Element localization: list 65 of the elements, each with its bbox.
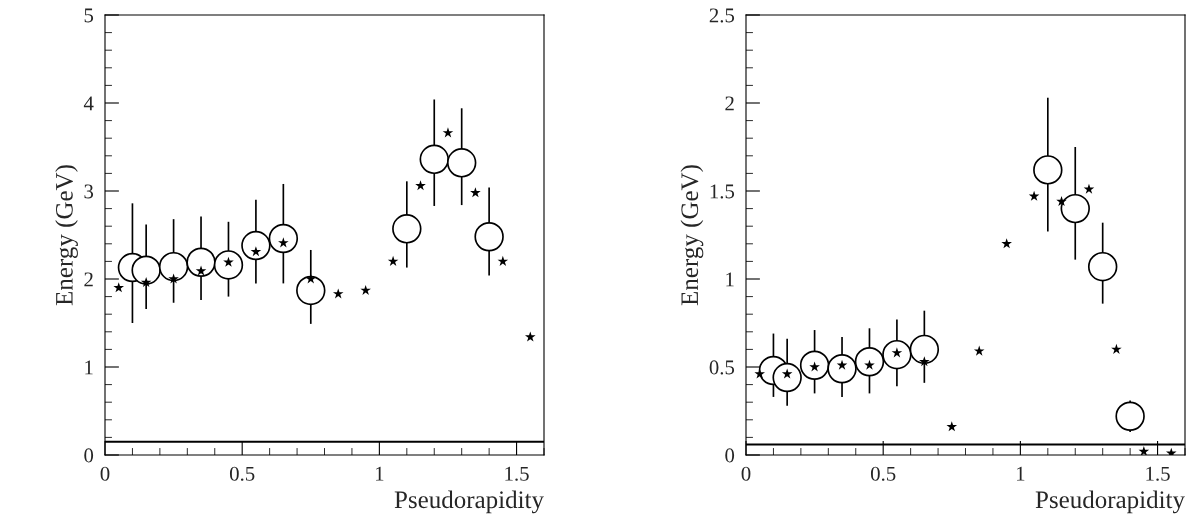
- y-tick-label: 2: [84, 272, 93, 287]
- point: [419, 144, 449, 175]
- y-tick-label: 2.5: [709, 8, 735, 23]
- point: [113, 282, 124, 293]
- point: [799, 350, 830, 380]
- x-axis-title: Pseudorapidity: [394, 490, 544, 514]
- point: [827, 354, 857, 384]
- point: [946, 421, 958, 432]
- x-tick-label: 0.5: [229, 466, 255, 481]
- point: [882, 339, 912, 370]
- y-tick-label: 0: [84, 448, 94, 463]
- y-axis-title: Energy (GeV): [680, 165, 704, 306]
- point: [446, 148, 477, 178]
- x-tick-label: 1.5: [505, 466, 529, 481]
- point: [1001, 238, 1012, 249]
- point: [1056, 196, 1067, 207]
- x-tick-label: 1: [1017, 466, 1025, 481]
- point: [131, 255, 161, 285]
- point: [470, 187, 481, 198]
- point: [392, 214, 422, 244]
- y-tick-label: 1.5: [710, 184, 735, 199]
- point: [158, 251, 189, 282]
- point: [415, 180, 426, 191]
- point: [919, 356, 930, 367]
- y-tick-label: 2: [725, 96, 734, 111]
- point: [195, 265, 207, 276]
- point: [168, 273, 179, 284]
- point: [387, 255, 399, 266]
- point: [442, 127, 454, 138]
- y-tick-label: 5: [84, 8, 94, 23]
- point: [525, 331, 536, 342]
- point: [1166, 447, 1177, 455]
- point: [474, 222, 504, 252]
- point: [213, 250, 244, 280]
- point: [241, 230, 271, 261]
- point: [1138, 445, 1150, 455]
- point: [909, 334, 940, 365]
- y-tick-label: 1: [85, 360, 93, 375]
- y-tick-label: 4: [83, 96, 94, 111]
- x-tick-label: 1: [376, 466, 384, 481]
- y-tick-label: 0.5: [709, 360, 735, 375]
- x-tick-label: 0.5: [870, 466, 896, 481]
- x-tick-label: 0: [741, 466, 751, 481]
- x-tick-label: 0: [100, 466, 110, 481]
- x-tick-label: 1.5: [1146, 466, 1170, 481]
- point: [772, 362, 802, 393]
- point: [140, 276, 152, 288]
- point: [1115, 401, 1145, 432]
- point: [360, 284, 371, 295]
- point: [854, 346, 885, 377]
- point: [1087, 251, 1118, 282]
- point: [296, 275, 326, 306]
- point: [186, 247, 216, 278]
- point: [754, 368, 765, 379]
- y-axis-title: Energy (GeV): [55, 165, 78, 306]
- point: [1060, 193, 1090, 224]
- point: [1111, 343, 1122, 354]
- x-axis-title: Pseudorapidity: [1035, 490, 1185, 514]
- point: [332, 288, 344, 299]
- y-tick-label: 1: [726, 272, 734, 287]
- point: [1033, 155, 1063, 185]
- point: [973, 345, 985, 356]
- point: [268, 223, 299, 254]
- y-tick-label: 0: [725, 448, 735, 463]
- y-tick-label: 3: [84, 184, 94, 199]
